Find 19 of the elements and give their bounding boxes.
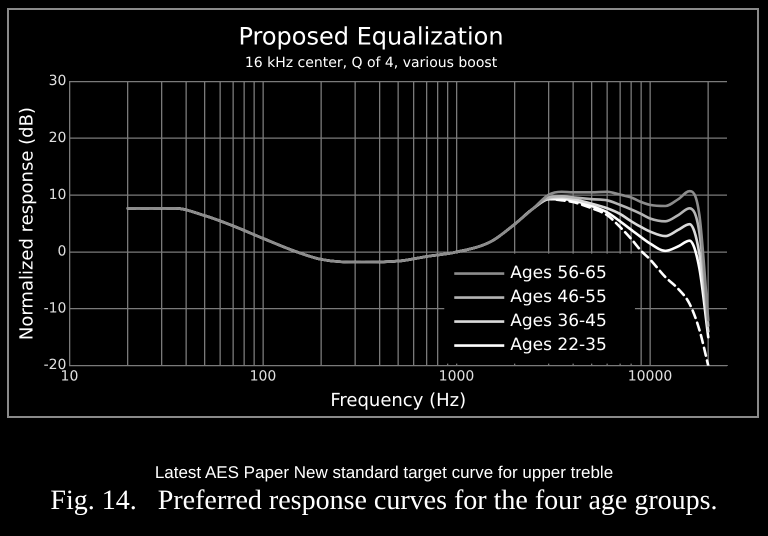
y-axis-title: Normalized response (dB)	[16, 107, 38, 340]
x-tick-label: 10	[60, 368, 78, 385]
legend-label: Ages 46-55	[510, 287, 607, 308]
y-tick-label: 0	[58, 244, 66, 260]
text: Latest AES Paper New standard target curve for upper treble	[154, 462, 614, 484]
y-tick-label: 20	[48, 130, 66, 146]
y-tick-label: 30	[48, 73, 66, 90]
x-axis-title: Frequency (Hz)	[330, 390, 466, 411]
y-tick-label: 10	[48, 186, 66, 203]
legend-label: Ages 22-35	[510, 335, 607, 356]
legend-label: Ages 36-45	[510, 311, 607, 332]
x-tick-label: 100	[250, 368, 276, 385]
x-tick-label: 10000	[628, 368, 672, 385]
x-tick-label: 1000	[438, 368, 474, 385]
chart-title: Proposed Equalization	[238, 22, 504, 51]
y-tick-label: -10	[44, 300, 66, 316]
chart-subtitle: 16 kHz center, Q of 4, various boost	[244, 54, 498, 71]
caption: Fig. 14. Preferred response curves for the four age groups.	[49, 484, 719, 518]
legend-label: Ages 56-65	[510, 263, 607, 284]
